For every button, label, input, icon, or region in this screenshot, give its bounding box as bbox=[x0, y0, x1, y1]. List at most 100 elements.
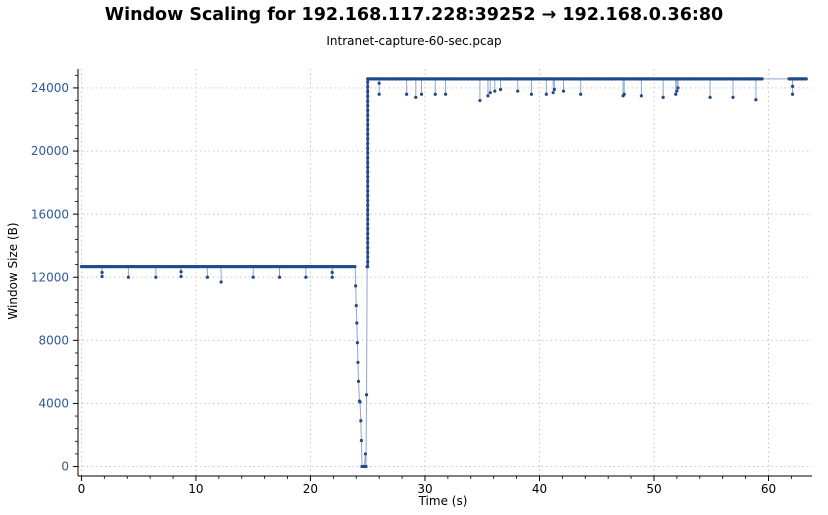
y-tick-label: 0 bbox=[61, 460, 69, 474]
data-point bbox=[366, 146, 370, 150]
data-point bbox=[544, 92, 548, 96]
data-point bbox=[760, 77, 764, 81]
data-point bbox=[366, 170, 370, 174]
data-point bbox=[731, 95, 735, 99]
drop-segment bbox=[355, 285, 357, 306]
data-point bbox=[366, 212, 370, 217]
data-point bbox=[126, 275, 130, 279]
drop-segment bbox=[357, 362, 360, 382]
ticks: 0 10 20 30 40 50 60 0 4000 8000 12000 16000 20000 240… bbox=[31, 74, 792, 496]
data-point bbox=[366, 222, 370, 226]
drop-segment bbox=[356, 342, 359, 363]
data-point bbox=[493, 89, 497, 93]
data-point bbox=[366, 241, 370, 245]
data-point bbox=[561, 89, 566, 93]
data-point bbox=[790, 92, 795, 96]
x-tick-label: 50 bbox=[646, 482, 661, 496]
data-point bbox=[366, 217, 370, 221]
data-point bbox=[366, 165, 370, 169]
data-point bbox=[366, 85, 370, 89]
data-point bbox=[366, 189, 370, 193]
data-point bbox=[498, 87, 503, 92]
data-point bbox=[205, 275, 209, 279]
data-point bbox=[377, 81, 381, 85]
drop-segment bbox=[354, 266, 357, 286]
y-tick-label: 24000 bbox=[31, 81, 69, 95]
data-point bbox=[364, 393, 369, 397]
data-point bbox=[366, 179, 370, 184]
data-point bbox=[804, 77, 808, 81]
data-point bbox=[366, 123, 370, 127]
data-point bbox=[488, 91, 492, 95]
data-point bbox=[359, 438, 364, 443]
data-point bbox=[366, 246, 370, 250]
data-point bbox=[661, 95, 665, 99]
x-axis-label: Time (s) bbox=[418, 494, 468, 508]
x-tick-label: 60 bbox=[761, 482, 776, 496]
data-point bbox=[358, 400, 362, 404]
y-tick-label: 16000 bbox=[31, 207, 69, 221]
y-tick-label: 20000 bbox=[31, 144, 69, 158]
y-tick-label: 8000 bbox=[38, 334, 69, 348]
data-point bbox=[360, 464, 364, 469]
data-point bbox=[551, 91, 555, 95]
data-point bbox=[359, 419, 363, 423]
data-point bbox=[366, 175, 370, 179]
data-point bbox=[356, 360, 360, 365]
data-point bbox=[355, 341, 360, 345]
chart-subtitle: Intranet-capture-60-sec.pcap bbox=[326, 34, 502, 48]
x-tick-label: 30 bbox=[417, 482, 432, 496]
chart-title: Window Scaling for 192.168.117.228:39252… bbox=[104, 5, 724, 25]
drop-segment bbox=[355, 305, 358, 323]
data-point bbox=[366, 231, 370, 236]
data-point bbox=[354, 304, 358, 308]
data-point bbox=[355, 321, 359, 325]
data-point bbox=[356, 379, 361, 383]
data-point bbox=[366, 113, 370, 117]
data-point bbox=[443, 92, 448, 96]
data-point bbox=[622, 92, 626, 96]
data-point bbox=[579, 92, 583, 96]
data-point bbox=[179, 270, 183, 274]
data-point bbox=[419, 92, 424, 96]
data-point bbox=[366, 260, 370, 264]
data-point bbox=[790, 84, 795, 88]
data-point bbox=[366, 127, 370, 131]
data-point bbox=[433, 92, 437, 96]
data-points bbox=[79, 77, 808, 469]
data-point bbox=[366, 89, 370, 94]
data-point bbox=[674, 92, 678, 96]
axes bbox=[77, 69, 812, 477]
drop-segment bbox=[358, 381, 360, 402]
data-point bbox=[366, 208, 370, 212]
data-point bbox=[277, 275, 282, 279]
data-point bbox=[366, 184, 370, 188]
x-tick-label: 40 bbox=[532, 482, 547, 496]
drop-segment bbox=[356, 322, 358, 343]
data-point bbox=[366, 255, 370, 259]
data-point bbox=[676, 86, 680, 90]
data-point bbox=[516, 89, 520, 93]
data-point bbox=[366, 265, 370, 269]
data-point bbox=[366, 141, 370, 146]
drop-segment bbox=[360, 440, 363, 467]
data-point bbox=[100, 274, 104, 279]
data-point bbox=[366, 203, 370, 207]
data-point bbox=[330, 275, 334, 279]
data-point bbox=[366, 236, 370, 240]
data-point bbox=[405, 92, 409, 96]
data-point bbox=[366, 94, 370, 98]
y-axis-label: Window Size (B) bbox=[6, 222, 20, 319]
data-point bbox=[366, 194, 370, 198]
data-point bbox=[414, 95, 418, 99]
data-point bbox=[354, 284, 358, 288]
data-point bbox=[366, 108, 370, 113]
data-point bbox=[366, 137, 370, 141]
drop-segment bbox=[360, 420, 362, 441]
y-tick-label: 12000 bbox=[31, 270, 69, 284]
spike-lines bbox=[101, 78, 794, 468]
data-point bbox=[366, 151, 370, 155]
data-point bbox=[330, 270, 334, 275]
data-point bbox=[366, 118, 370, 122]
